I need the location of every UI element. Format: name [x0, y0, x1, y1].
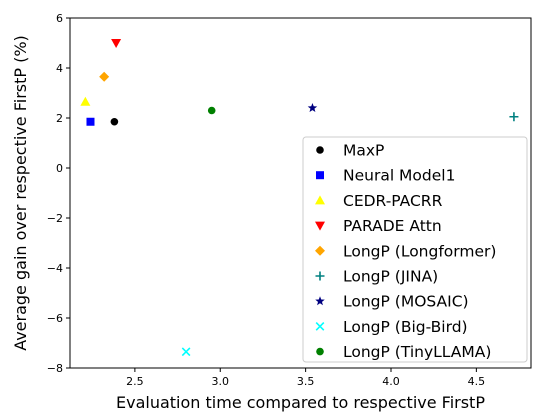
legend-label: LongP (Longformer) — [343, 242, 496, 260]
legend-label: LongP (MOSAIC) — [343, 293, 469, 311]
data-point — [308, 103, 318, 112]
y-tick-label: −2 — [47, 212, 63, 225]
legend-label: LongP (Big-Bird) — [343, 318, 468, 336]
data-point — [111, 118, 119, 126]
legend-marker — [316, 171, 324, 179]
x-tick-label: 2.5 — [126, 375, 144, 388]
data-point — [111, 39, 121, 48]
x-axis-label: Evaluation time compared to respective F… — [116, 393, 485, 412]
x-tick-label: 3.5 — [297, 375, 315, 388]
y-tick-label: 2 — [56, 112, 63, 125]
data-point — [80, 97, 90, 106]
data-point — [99, 72, 109, 82]
legend-label: CEDR-PACRR — [343, 192, 443, 210]
data-point — [182, 348, 190, 356]
x-tick-label: 4.0 — [382, 375, 400, 388]
legend-label: MaxP — [343, 142, 384, 160]
legend-label: PARADE Attn — [343, 217, 442, 235]
x-tick-label: 3.0 — [212, 375, 230, 388]
y-tick-label: 4 — [56, 62, 63, 75]
y-axis-label: Average gain over respective FirstP (%) — [11, 35, 30, 351]
legend: MaxP Neural Model1 CEDR-PACRR PARADE Attn Lo… — [303, 137, 527, 362]
y-tick-label: 6 — [56, 12, 63, 25]
y-tick-label: −6 — [47, 312, 63, 325]
y-tick-label: −4 — [47, 262, 63, 275]
legend-entry: LongP (Longformer) — [315, 242, 496, 260]
legend-label: LongP (TinyLLAMA) — [343, 343, 491, 361]
x-tick-label: 4.5 — [468, 375, 486, 388]
y-tick-label: 0 — [56, 162, 63, 175]
data-point — [509, 112, 518, 121]
legend-marker — [316, 348, 324, 356]
data-point — [86, 118, 94, 126]
legend-entry: LongP (TinyLLAMA) — [316, 343, 491, 361]
legend-marker — [316, 146, 324, 154]
legend-label: Neural Model1 — [343, 167, 455, 185]
legend-label: LongP (JINA) — [343, 268, 438, 286]
y-tick-label: −8 — [47, 362, 63, 375]
data-point — [208, 107, 216, 115]
